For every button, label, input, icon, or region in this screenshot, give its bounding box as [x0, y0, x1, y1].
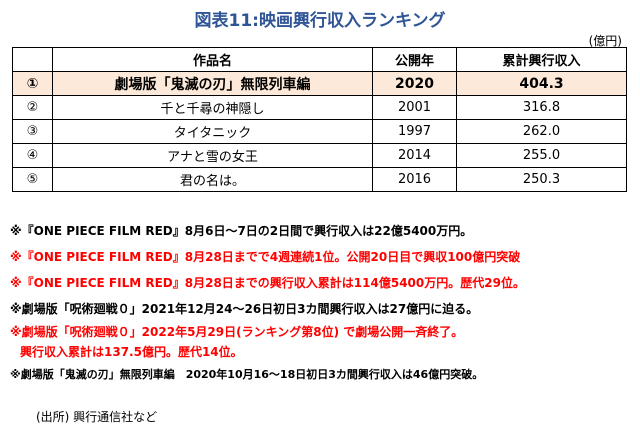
- header-revenue: 累計興行収入: [456, 47, 627, 72]
- table-row: ③ タイタニック 1997 262.0: [12, 119, 627, 144]
- revenue-cell: 316.8: [456, 95, 627, 120]
- table-row: ② 千と千尋の神隠し 2001 316.8: [12, 95, 627, 120]
- rank-cell: ④: [12, 143, 53, 168]
- revenue-cell: 250.3: [456, 167, 627, 192]
- year-cell: 2001: [372, 95, 457, 120]
- year-cell: 2016: [372, 167, 457, 192]
- source-label: (出所) 興行通信社など: [36, 410, 158, 424]
- note-jujutsu-end: ※劇場版「呪術廻戦０」2022年5月29日(ランキング第8位) で劇場公開一斉終…: [10, 325, 464, 339]
- table-header-row: 作品名 公開年 累計興行収入: [12, 47, 627, 72]
- unit-label: (億円): [588, 34, 622, 48]
- note-onepiece-opening: ※『ONE PIECE FILM RED』8月6日～7日の2日間で興行収入は22…: [10, 224, 473, 238]
- header-year: 公開年: [372, 47, 457, 72]
- revenue-cell: 262.0: [456, 119, 627, 144]
- revenue-cell: 404.3: [456, 71, 627, 96]
- notes-section: ※『ONE PIECE FILM RED』8月6日～7日の2日間で興行収入は22…: [10, 218, 635, 388]
- title-cell: 千と千尋の神隠し: [52, 95, 373, 120]
- title-cell: 劇場版「鬼滅の刃」無限列車編: [52, 71, 373, 96]
- year-cell: 2020: [372, 71, 457, 96]
- title-cell: アナと雪の女王: [52, 143, 373, 168]
- note-jujutsu-opening: ※劇場版「呪術廻戦０」2021年12月24～26日初日3カ間興行収入は27億円に…: [10, 302, 479, 316]
- ranking-table: 作品名 公開年 累計興行収入 ① 劇場版「鬼滅の刃」無限列車編 2020 404…: [12, 47, 627, 192]
- header-rank: [12, 47, 53, 72]
- note-onepiece-weeks: ※『ONE PIECE FILM RED』8月28日までで4週連続1位。公開20…: [10, 250, 521, 264]
- table-row: ④ アナと雪の女王 2014 255.0: [12, 143, 627, 168]
- rank-cell: ⑤: [12, 167, 53, 192]
- rank-cell: ①: [12, 71, 53, 96]
- table-row: ⑤ 君の名は。 2016 250.3: [12, 167, 627, 192]
- title-cell: タイタニック: [52, 119, 373, 144]
- table-row: ① 劇場版「鬼滅の刃」無限列車編 2020 404.3: [12, 71, 627, 96]
- year-cell: 2014: [372, 143, 457, 168]
- rank-cell: ②: [12, 95, 53, 120]
- note-onepiece-total: ※『ONE PIECE FILM RED』8月28日までの興行収入累計は114億…: [10, 276, 525, 290]
- title-cell: 君の名は。: [52, 167, 373, 192]
- revenue-cell: 255.0: [456, 143, 627, 168]
- header-title: 作品名: [52, 47, 373, 72]
- note-jujutsu-total: 興行収入累計は137.5億円。歴代14位。: [20, 345, 243, 359]
- year-cell: 1997: [372, 119, 457, 144]
- note-kimetsu-opening: ※劇場版「鬼滅の刃」無限列車編 2020年10月16～18日初日3カ間興行収入は…: [10, 368, 484, 381]
- rank-cell: ③: [12, 119, 53, 144]
- page-title: 図表11:映画興行収入ランキング: [194, 11, 446, 31]
